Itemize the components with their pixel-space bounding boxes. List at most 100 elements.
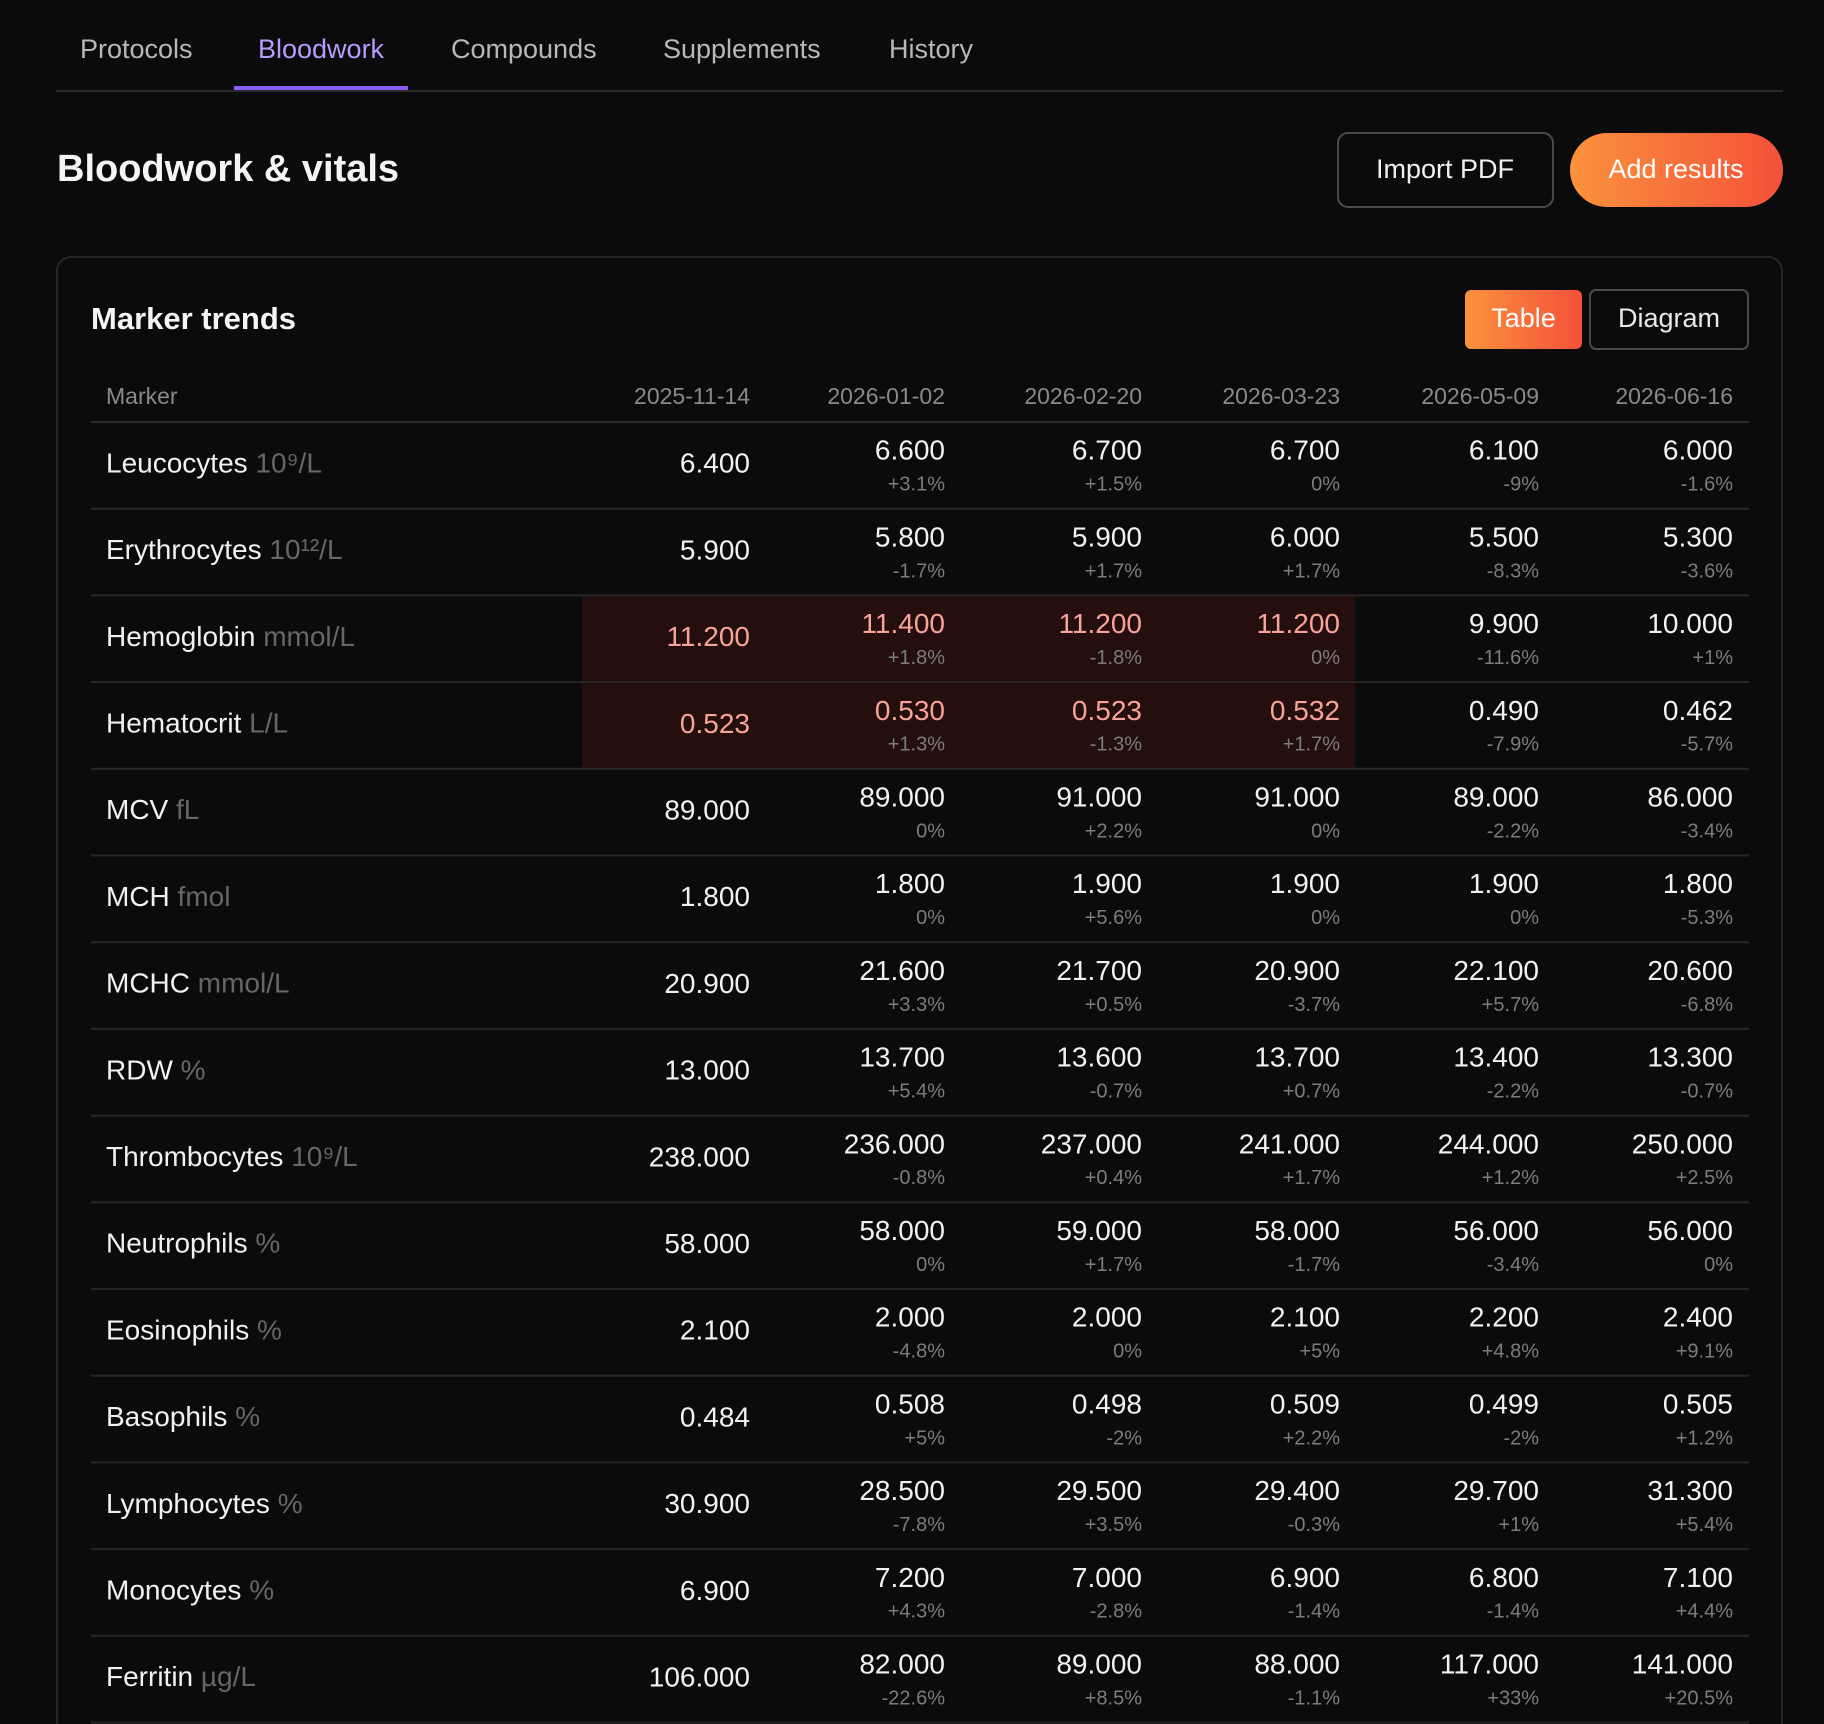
column-header: 2026-03-23 xyxy=(1222,383,1340,409)
marker-name: Erythrocytes xyxy=(106,534,262,565)
marker-value: 20.600 xyxy=(1647,955,1733,986)
marker-delta: +20.5% xyxy=(1665,1687,1734,1709)
marker-delta: +5.7% xyxy=(1482,994,1539,1016)
view-toggle[interactable] xyxy=(1589,289,1749,350)
view-toggle[interactable] xyxy=(1465,290,1582,349)
marker-delta: -3.4% xyxy=(1681,820,1733,842)
marker-unit: 10⁹/L xyxy=(291,1141,358,1172)
column-header: Marker xyxy=(106,383,178,409)
marker-name: Hemoglobin xyxy=(106,621,255,652)
marker-delta: +1.2% xyxy=(1482,1167,1539,1189)
marker-delta: +2.5% xyxy=(1676,1167,1733,1189)
marker-value: 1.900 xyxy=(1469,868,1539,899)
marker-delta: +1.3% xyxy=(888,734,945,756)
nav-tab[interactable]: Protocols xyxy=(80,34,193,64)
marker-value: 0.484 xyxy=(680,1401,750,1432)
marker-unit: fmol xyxy=(178,881,231,912)
marker-label: Thrombocytes 10⁹/L xyxy=(106,1141,358,1172)
marker-delta: +4.8% xyxy=(1482,1341,1539,1363)
marker-label: Neutrophils % xyxy=(106,1228,280,1259)
marker-value: 0.508 xyxy=(875,1388,945,1419)
marker-label: Ferritin µg/L xyxy=(106,1662,256,1693)
nav-tab[interactable]: Compounds xyxy=(451,34,597,64)
marker-value: 2.100 xyxy=(680,1315,750,1346)
marker-value: 22.100 xyxy=(1453,955,1539,986)
marker-delta: 0% xyxy=(1113,1341,1142,1363)
marker-value: 29.500 xyxy=(1056,1475,1142,1506)
marker-delta: -7.8% xyxy=(893,1514,945,1536)
flagged-cell xyxy=(1157,596,1355,683)
marker-value: 58.000 xyxy=(859,1215,945,1246)
column-header: 2026-01-02 xyxy=(827,383,945,409)
marker-value: 5.500 xyxy=(1469,521,1539,552)
nav-tab[interactable]: Supplements xyxy=(663,34,821,64)
marker-delta: -3.6% xyxy=(1681,560,1733,582)
marker-delta: +2.2% xyxy=(1283,1427,1340,1449)
marker-delta: -2% xyxy=(1503,1427,1539,1449)
marker-unit: % xyxy=(181,1055,206,1086)
marker-delta: +3.5% xyxy=(1085,1514,1142,1536)
marker-value: 13.700 xyxy=(859,1042,945,1073)
marker-value: 0.498 xyxy=(1072,1388,1142,1419)
marker-delta: +8.5% xyxy=(1085,1687,1142,1709)
marker-label: MCH fmol xyxy=(106,881,230,912)
marker-value: 244.000 xyxy=(1438,1128,1539,1159)
marker-delta: +1.7% xyxy=(1283,734,1340,756)
marker-delta: -1.7% xyxy=(1288,1254,1340,1276)
add-button[interactable] xyxy=(1570,133,1783,207)
marker-value: 59.000 xyxy=(1056,1215,1142,1246)
nav-tab[interactable]: History xyxy=(889,34,974,64)
marker-value: 28.500 xyxy=(859,1475,945,1506)
marker-value: 7.100 xyxy=(1663,1562,1733,1593)
marker-value: 13.700 xyxy=(1254,1042,1340,1073)
marker-value: 141.000 xyxy=(1632,1649,1733,1680)
marker-delta: 0% xyxy=(1311,647,1340,669)
marker-delta: -6.8% xyxy=(1681,994,1733,1016)
marker-value: 82.000 xyxy=(859,1649,945,1680)
marker-value: 89.000 xyxy=(859,782,945,813)
marker-value: 1.800 xyxy=(875,868,945,899)
marker-delta: +1% xyxy=(1692,647,1733,669)
marker-unit: L/L xyxy=(249,708,288,739)
marker-value: 5.900 xyxy=(680,534,750,565)
add-button-label[interactable]: Add results xyxy=(1608,154,1743,184)
marker-value: 6.600 xyxy=(875,435,945,466)
import-button[interactable] xyxy=(1337,132,1554,208)
marker-delta: -1.4% xyxy=(1487,1601,1539,1623)
marker-delta: +1% xyxy=(1498,1514,1539,1536)
marker-value: 13.600 xyxy=(1056,1042,1142,1073)
marker-delta: 0% xyxy=(916,820,945,842)
marker-value: 1.900 xyxy=(1270,868,1340,899)
marker-delta: 0% xyxy=(916,907,945,929)
marker-value: 6.400 xyxy=(680,448,750,479)
marker-label: MCV fL xyxy=(106,795,199,826)
marker-value: 0.509 xyxy=(1270,1388,1340,1419)
card-title: Marker trends xyxy=(91,301,296,336)
nav-tab[interactable]: Bloodwork xyxy=(258,34,385,64)
marker-delta: +1.7% xyxy=(1283,1167,1340,1189)
flagged-cell xyxy=(765,596,960,683)
marker-unit: fL xyxy=(176,795,199,826)
marker-delta: +4.4% xyxy=(1676,1601,1733,1623)
marker-delta: +5.6% xyxy=(1085,907,1142,929)
marker-label: Basophils % xyxy=(106,1401,260,1432)
marker-delta: +3.1% xyxy=(888,474,945,496)
marker-delta: 0% xyxy=(1510,907,1539,929)
import-button-label[interactable]: Import PDF xyxy=(1376,154,1514,184)
marker-delta: +1.8% xyxy=(888,647,945,669)
view-toggle-label[interactable]: Diagram xyxy=(1618,303,1720,333)
marker-name: MCH xyxy=(106,881,170,912)
marker-value: 0.462 xyxy=(1663,695,1733,726)
view-toggle-label[interactable]: Table xyxy=(1491,303,1556,333)
marker-value: 237.000 xyxy=(1041,1128,1142,1159)
marker-label: Monocytes % xyxy=(106,1575,274,1606)
marker-delta: -3.7% xyxy=(1288,994,1340,1016)
marker-value: 20.900 xyxy=(1254,955,1340,986)
marker-value: 2.000 xyxy=(1072,1302,1142,1333)
marker-unit: % xyxy=(249,1575,274,1606)
marker-value: 0.532 xyxy=(1270,695,1340,726)
marker-name: MCV xyxy=(106,795,169,826)
marker-delta: +5.4% xyxy=(888,1081,945,1103)
marker-name: Neutrophils xyxy=(106,1228,248,1259)
